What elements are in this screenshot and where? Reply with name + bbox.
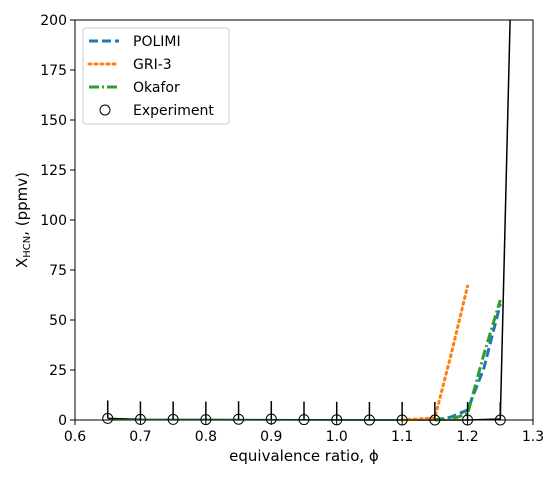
x-tick-label: 1.3 (522, 429, 544, 445)
legend-label: Okafor (133, 80, 180, 96)
x-tick-label: 0.9 (260, 429, 282, 445)
x-axis: 0.6 0.7 0.8 0.9 1.0 1.1 1.2 1.3 (64, 420, 544, 445)
y-axis-label: XHCN, (ppmv) (13, 172, 33, 268)
y-axis-label-suffix: , (ppmv) (13, 172, 31, 236)
y-tick-label: 50 (49, 313, 67, 329)
x-tick-label: 1.1 (391, 429, 413, 445)
series-line-gri-3 (402, 286, 467, 420)
x-axis-label: equivalence ratio, ϕ (229, 447, 379, 465)
x-tick-label: 0.8 (195, 429, 217, 445)
y-tick-label: 150 (40, 113, 67, 129)
x-tick-label: 0.6 (64, 429, 86, 445)
y-axis-label-sub: HCN (22, 236, 33, 258)
y-axis: 0 25 50 75 100 125 150 175 200 (40, 13, 75, 429)
x-tick-label: 1.2 (456, 429, 478, 445)
y-tick-label: 200 (40, 13, 67, 29)
y-tick-label: 75 (49, 263, 67, 279)
y-tick-label: 100 (40, 213, 67, 229)
legend-label: GRI-3 (133, 57, 172, 73)
y-tick-label: 175 (40, 63, 67, 79)
experiment-markers (103, 400, 506, 425)
y-tick-label: 25 (49, 363, 67, 379)
y-tick-label: 0 (58, 413, 67, 429)
legend: POLIMI GRI-3 Okafor Experiment (83, 28, 229, 124)
legend-label: POLIMI (133, 34, 181, 50)
x-tick-label: 0.7 (129, 429, 151, 445)
legend-label: Experiment (133, 103, 214, 119)
y-tick-label: 125 (40, 163, 67, 179)
x-tick-label: 1.0 (326, 429, 348, 445)
y-axis-label-base: X (13, 258, 31, 268)
